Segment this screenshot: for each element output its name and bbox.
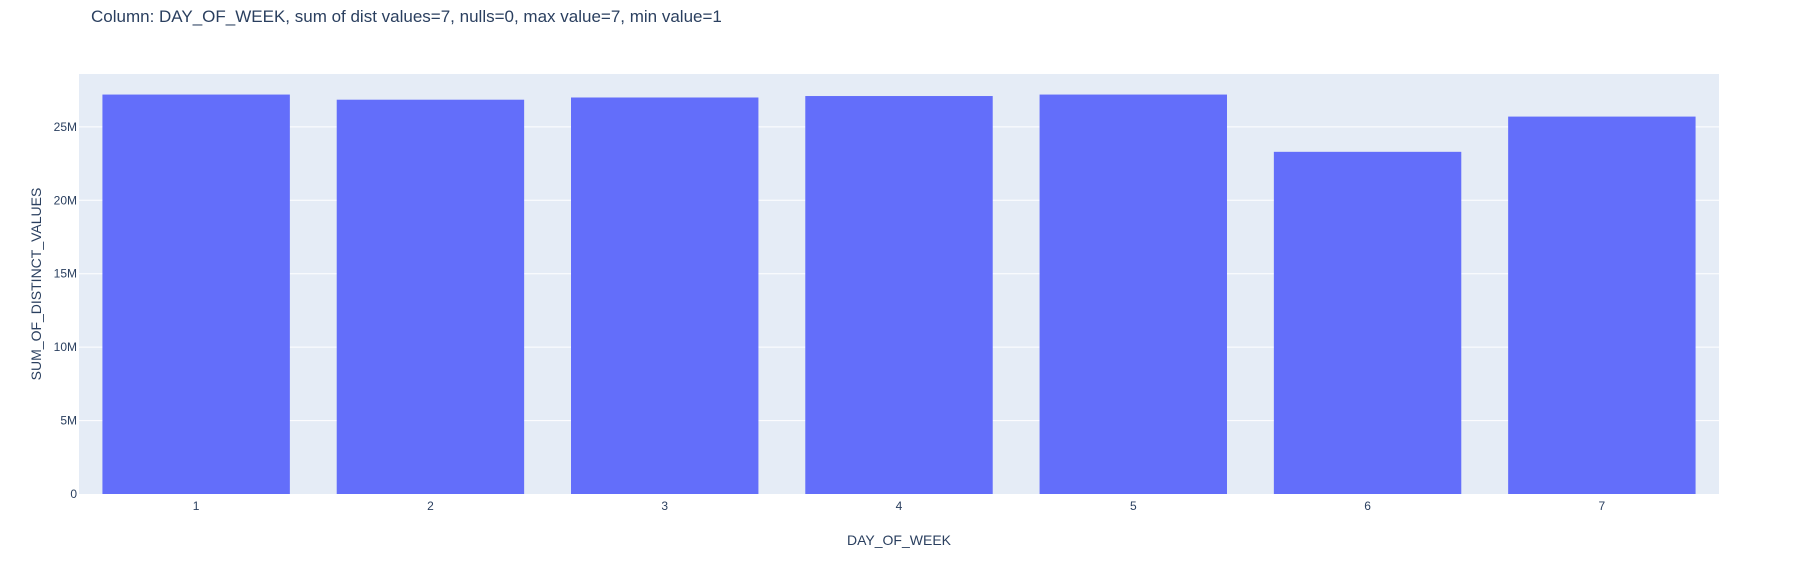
x-tick-label: 7 — [1599, 499, 1606, 513]
x-axis-title: DAY_OF_WEEK — [847, 532, 952, 548]
x-tick-label: 4 — [896, 499, 903, 513]
x-tick-label: 3 — [661, 499, 668, 513]
bar — [1273, 151, 1462, 495]
y-tick-label: 20M — [54, 193, 77, 207]
x-tick-labels: 1 2 3 4 5 6 7 — [193, 499, 1606, 513]
x-tick-label: 1 — [193, 499, 200, 513]
y-tick-label: 25M — [54, 120, 77, 134]
bars — [102, 94, 1696, 495]
bar — [1508, 116, 1696, 495]
x-tick-label: 5 — [1130, 499, 1137, 513]
y-axis-title: SUM_OF_DISTINCT_VALUES — [28, 188, 44, 381]
bar — [805, 96, 993, 495]
y-tick-label: 10M — [54, 340, 77, 354]
bar — [336, 99, 525, 494]
bar — [102, 94, 290, 494]
x-tick-label: 6 — [1364, 499, 1371, 513]
y-tick-label: 15M — [54, 267, 77, 281]
y-tick-labels: 0 5M 10M 15M 20M 25M — [54, 120, 78, 501]
bar — [571, 97, 759, 494]
bar — [1039, 94, 1227, 494]
y-tick-label: 0 — [70, 487, 77, 501]
x-tick-label: 2 — [427, 499, 434, 513]
y-tick-label: 5M — [60, 414, 77, 428]
chart-title: Column: DAY_OF_WEEK, sum of dist values=… — [91, 7, 722, 26]
